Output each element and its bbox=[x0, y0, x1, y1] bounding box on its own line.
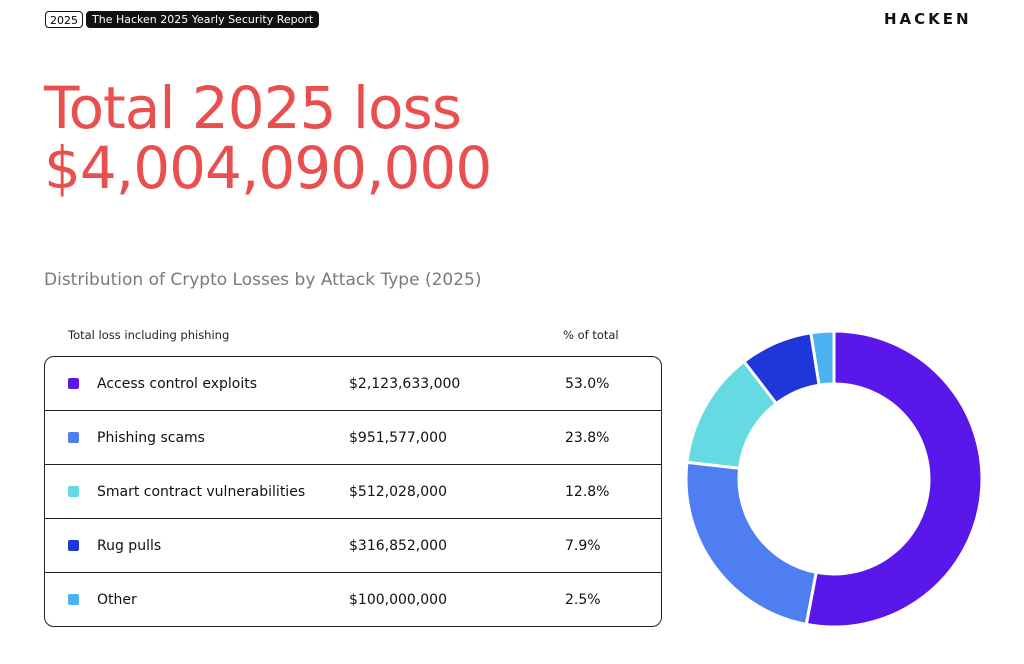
donut-segment bbox=[809, 329, 836, 387]
chart-title: Distribution of Crypto Losses by Attack … bbox=[44, 270, 482, 290]
amount-label: $100,000,000 bbox=[349, 592, 447, 608]
amount-label: $512,028,000 bbox=[349, 484, 447, 500]
legend-swatch bbox=[68, 432, 79, 443]
donut-segment bbox=[684, 460, 818, 626]
column-header: % of total bbox=[563, 328, 619, 342]
amount-label: $951,577,000 bbox=[349, 430, 447, 446]
headline-amount: $4,004,090,000 bbox=[44, 134, 492, 202]
column-header: Total loss including phishing bbox=[68, 328, 230, 342]
donut-segment bbox=[804, 329, 984, 629]
logo: HACKEN bbox=[884, 10, 972, 28]
amount-label: $2,123,633,000 bbox=[349, 376, 461, 392]
category-label: Rug pulls bbox=[97, 538, 162, 554]
percent-label: 2.5% bbox=[565, 592, 601, 608]
badge-year: 2025 bbox=[45, 11, 83, 28]
legend-swatch bbox=[68, 378, 79, 389]
category-label: Smart contract vulnerabilities bbox=[97, 484, 306, 500]
percent-label: 12.8% bbox=[565, 484, 610, 500]
table-row: Phishing scams $951,577,000 23.8% bbox=[45, 410, 661, 465]
amount-label: $316,852,000 bbox=[349, 538, 447, 554]
legend-swatch bbox=[68, 486, 79, 497]
donut-chart bbox=[684, 329, 984, 629]
table-row: Other $100,000,000 2.5% bbox=[45, 572, 661, 627]
table-row: Access control exploits $2,123,633,000 53.… bbox=[45, 357, 661, 411]
category-label: Phishing scams bbox=[97, 430, 205, 446]
category-label: Other bbox=[97, 592, 137, 608]
percent-label: 7.9% bbox=[565, 538, 601, 554]
category-label: Access control exploits bbox=[97, 376, 258, 392]
headline: Total 2025 loss bbox=[44, 74, 462, 142]
percent-label: 23.8% bbox=[565, 430, 610, 446]
table: Access control exploits $2,123,633,000 53.… bbox=[44, 356, 662, 627]
legend-swatch bbox=[68, 594, 79, 605]
table-row: Rug pulls $316,852,000 7.9% bbox=[45, 518, 661, 573]
badge-title: The Hacken 2025 Yearly Security Report bbox=[86, 11, 320, 28]
legend-swatch bbox=[68, 540, 79, 551]
percent-label: 53.0% bbox=[565, 376, 610, 392]
table-row: Smart contract vulnerabilities $512,028,0… bbox=[45, 464, 661, 519]
